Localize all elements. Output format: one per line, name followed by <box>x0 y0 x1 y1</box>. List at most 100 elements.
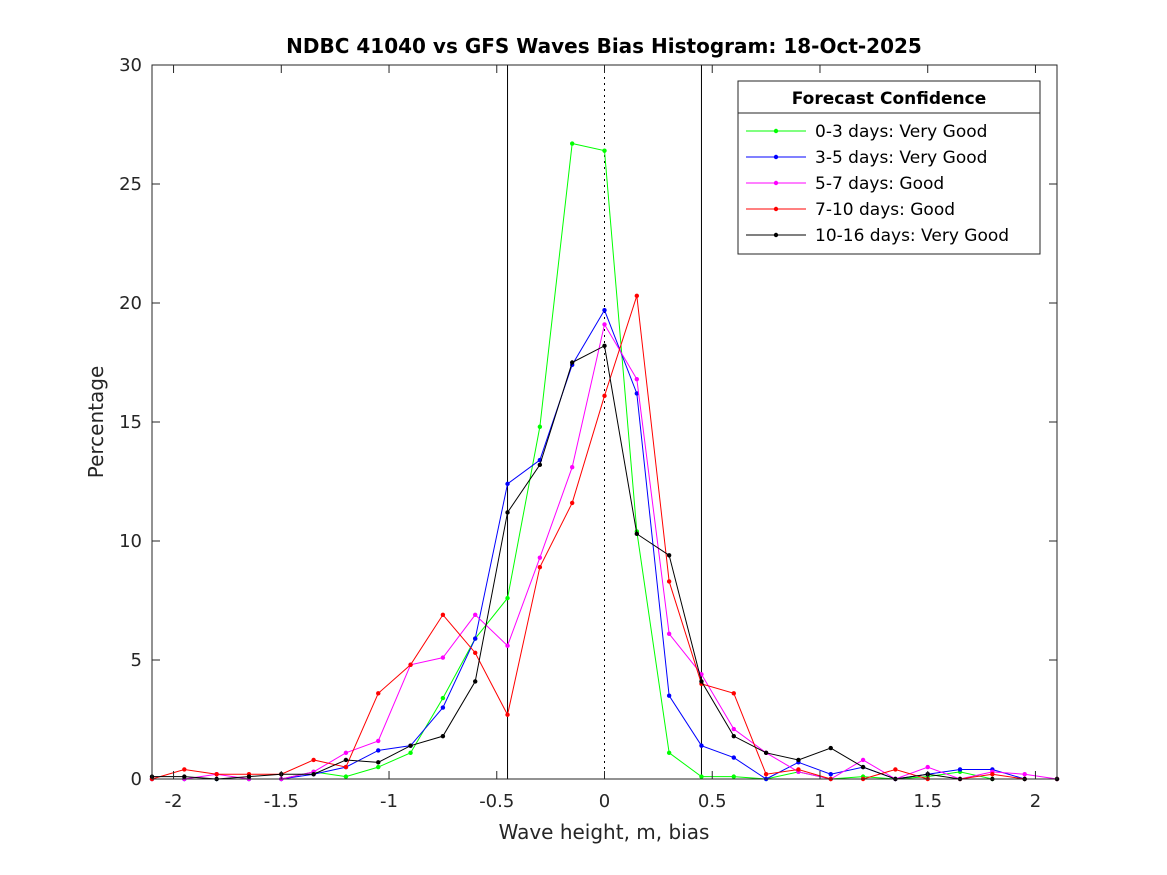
legend-marker <box>773 232 779 238</box>
data-point <box>408 750 413 756</box>
data-point <box>796 767 801 772</box>
data-point <box>731 691 736 696</box>
data-point <box>214 772 219 777</box>
data-point <box>569 500 575 506</box>
data-point <box>505 595 510 601</box>
y-tick-label: 20 <box>119 293 142 314</box>
data-point <box>440 705 446 710</box>
data-point <box>343 774 349 779</box>
legend-label: 5-7 days: Good <box>815 174 944 194</box>
data-point <box>408 743 413 748</box>
data-point <box>408 662 413 667</box>
data-point <box>1022 772 1027 777</box>
data-point <box>731 774 736 779</box>
data-point <box>828 745 833 751</box>
x-tick-label: 0.5 <box>698 791 727 812</box>
data-point <box>569 141 575 146</box>
y-tick-label: 30 <box>119 55 142 76</box>
y-axis-label: Percentage <box>84 366 108 479</box>
legend-entries: 0-3 days: Very Good 3-5 days: Very Good 5-… <box>746 122 1009 246</box>
data-point <box>990 772 995 777</box>
x-tick-label: -2 <box>165 791 183 812</box>
legend-box <box>737 80 1041 255</box>
data-point <box>860 764 866 770</box>
legend-marker <box>773 206 779 212</box>
data-point <box>343 764 349 770</box>
data-point <box>376 738 381 744</box>
data-point <box>666 750 672 756</box>
data-point <box>376 764 381 770</box>
y-tick-label: 15 <box>119 412 142 433</box>
legend-marker <box>773 128 779 134</box>
y-tick-label: 10 <box>119 531 142 552</box>
data-point <box>505 510 510 515</box>
legend-label: 7-10 days: Good <box>815 200 955 220</box>
data-point <box>634 391 640 396</box>
data-point <box>440 695 446 701</box>
data-point <box>246 774 252 779</box>
data-point <box>505 643 510 648</box>
legend-entry: 3-5 days: Very Good <box>746 148 987 168</box>
data-point <box>505 712 510 717</box>
x-tick-label: 1.5 <box>913 791 942 812</box>
data-point <box>182 767 187 772</box>
data-point <box>731 733 736 739</box>
data-point <box>602 393 607 399</box>
data-point <box>311 772 316 777</box>
data-point <box>634 293 640 299</box>
data-point <box>182 774 187 779</box>
data-point <box>666 553 672 558</box>
legend-label: 3-5 days: Very Good <box>815 148 987 168</box>
data-point <box>763 772 769 777</box>
data-point <box>537 564 543 570</box>
chart-title: NDBC 41040 vs GFS Waves Bias Histogram: … <box>286 34 922 58</box>
data-point <box>666 579 672 584</box>
series-layer <box>149 141 1060 782</box>
data-point <box>796 757 801 763</box>
data-point <box>569 465 575 470</box>
data-point <box>440 612 446 617</box>
data-point <box>376 760 381 765</box>
data-point <box>376 691 381 696</box>
data-point <box>699 774 704 779</box>
data-point <box>505 481 510 487</box>
data-point <box>569 360 575 365</box>
reference-lines <box>507 65 702 779</box>
data-point <box>602 343 607 349</box>
data-point <box>440 733 446 739</box>
data-point <box>699 743 704 748</box>
data-point <box>473 636 478 641</box>
x-tick-label: 1 <box>814 791 825 812</box>
data-point <box>666 693 672 698</box>
data-point <box>376 748 381 753</box>
data-point <box>473 679 478 684</box>
legend-entry: 0-3 days: Very Good <box>746 122 987 142</box>
data-point <box>860 757 866 763</box>
legend-marker <box>773 154 779 160</box>
data-point <box>602 322 607 327</box>
legend: Forecast Confidence 0-3 days: Very Good 3… <box>737 80 1041 255</box>
data-point <box>731 726 736 732</box>
y-tick-label: 0 <box>131 769 142 790</box>
x-tick-label: -1.5 <box>264 791 299 812</box>
legend-entry: 5-7 days: Good <box>746 174 944 194</box>
data-point <box>537 462 543 468</box>
data-point <box>602 148 607 153</box>
data-point <box>602 307 607 313</box>
data-point <box>311 757 316 763</box>
data-point <box>957 767 963 772</box>
x-tick-label: -1 <box>380 791 398 812</box>
x-axis-label: Wave height, m, bias <box>499 820 710 844</box>
data-point <box>473 612 478 617</box>
data-point <box>893 767 898 772</box>
y-tick-label: 25 <box>119 174 142 195</box>
data-point <box>699 679 704 684</box>
data-point <box>537 424 543 429</box>
legend-entry: 10-16 days: Very Good <box>746 226 1009 246</box>
legend-label: 0-3 days: Very Good <box>815 122 987 142</box>
data-point <box>537 555 543 560</box>
y-tick-label: 5 <box>131 650 142 671</box>
data-point <box>634 376 640 382</box>
